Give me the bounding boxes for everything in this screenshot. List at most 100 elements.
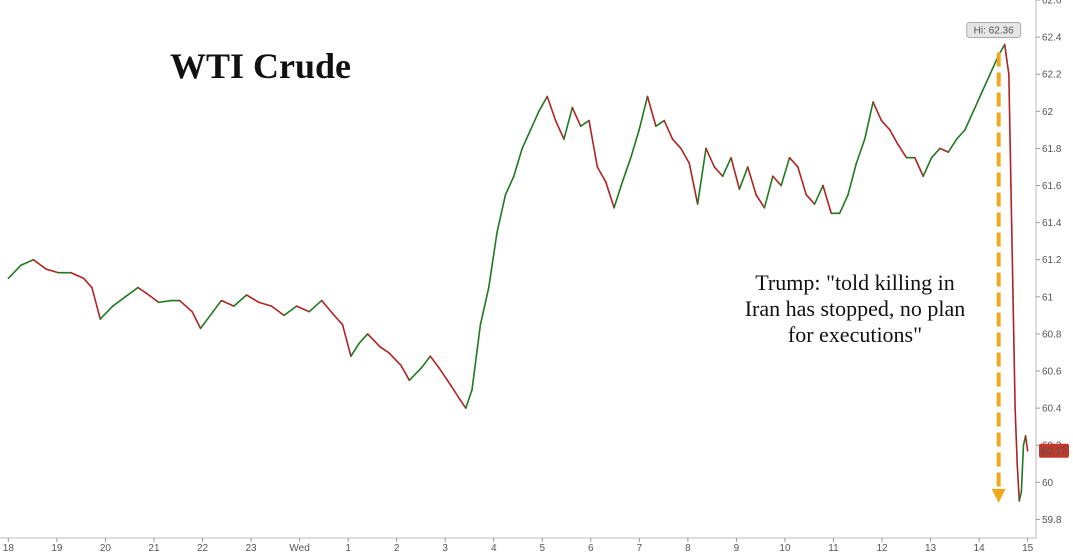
price-segment [655, 119, 666, 127]
price-segment [258, 301, 273, 307]
price-segment [379, 346, 390, 354]
x-tick-label: 13 [925, 543, 937, 554]
price-segment [746, 166, 757, 196]
price-segment [82, 277, 93, 289]
x-tick-label: 11 [828, 543, 839, 554]
last-value-label: 60.17 [1041, 446, 1066, 457]
x-tick-label: 22 [197, 543, 209, 554]
price-segment [880, 119, 891, 131]
price-segment [111, 296, 127, 307]
price-segment [696, 147, 707, 205]
x-tick-label: 4 [491, 543, 497, 554]
last-value-badge [1039, 443, 1069, 458]
price-segment [487, 231, 498, 289]
price-segment [579, 119, 590, 127]
price-segment [930, 147, 941, 159]
price-segment [788, 156, 799, 168]
price-segment [504, 175, 515, 196]
x-tick-label: 20 [100, 543, 112, 554]
price-segment [178, 299, 193, 313]
price-segment [458, 398, 467, 409]
price-segment [613, 181, 624, 209]
price-segment [99, 305, 114, 320]
price-segment [1014, 407, 1019, 465]
y-tick-label: 61.8 [1042, 144, 1062, 155]
y-tick-label: 61.4 [1042, 218, 1062, 229]
price-segment [847, 162, 858, 196]
price-segment [680, 147, 691, 165]
price-segment [713, 166, 724, 178]
price-segment [350, 342, 361, 357]
price-segment [529, 110, 540, 131]
price-segment [283, 305, 298, 317]
price-segment [1012, 296, 1016, 409]
y-tick-label: 61.6 [1042, 181, 1062, 192]
price-segment [805, 193, 816, 205]
price-segment [145, 292, 160, 304]
price-segment [7, 264, 22, 280]
x-tick-label: 23 [245, 543, 257, 554]
price-segment [191, 310, 202, 330]
price-segment [270, 305, 285, 317]
price-segment [437, 366, 452, 387]
price-segment [813, 184, 824, 205]
price-segment [705, 147, 716, 168]
price-segment [212, 299, 223, 313]
price-segment [914, 156, 925, 178]
price-segment [341, 323, 352, 357]
price-segment [588, 119, 599, 168]
x-tick-label: Wed [289, 543, 309, 554]
price-segment [563, 106, 574, 140]
price-segment [980, 73, 991, 94]
price-segment [233, 294, 248, 307]
price-segment [479, 286, 490, 326]
annotation-line: Trump: "told killing in [755, 270, 954, 295]
price-segment [838, 193, 849, 215]
price-segment [429, 355, 440, 369]
price-segment [124, 286, 139, 298]
price-segment [333, 314, 344, 326]
price-segment [471, 323, 482, 391]
price-segment [408, 366, 423, 382]
price-segment [888, 129, 899, 146]
price-segment [450, 385, 461, 400]
price-segment [45, 268, 60, 274]
chart-title: WTI Crude [170, 46, 351, 86]
y-tick-label: 61 [1042, 292, 1054, 303]
price-segment [1024, 435, 1029, 452]
price-segment [70, 271, 85, 280]
price-segment [199, 310, 214, 330]
price-segment [571, 106, 582, 127]
y-tick-label: 60 [1042, 478, 1054, 489]
price-segment [320, 299, 335, 317]
price-segment [855, 138, 866, 165]
chart-overlays: Hi: 62.36 60.17 [966, 22, 1069, 503]
price-segment [964, 110, 975, 131]
x-tick-label: 10 [779, 543, 791, 554]
price-segment [671, 138, 682, 150]
annotation-line: for executions" [788, 322, 922, 347]
price-segment [863, 101, 874, 140]
price-segment [688, 162, 699, 205]
price-segment [596, 166, 607, 183]
price-segment [400, 364, 411, 382]
price-segment [358, 333, 369, 345]
price-segment [738, 166, 749, 191]
price-segment [797, 166, 808, 196]
price-segment [421, 355, 432, 369]
y-tick-label: 59.8 [1042, 515, 1062, 526]
price-segment [922, 156, 933, 178]
price-segment [947, 138, 958, 153]
price-segment [308, 299, 323, 313]
price-segment [955, 129, 966, 140]
price-segment [245, 294, 260, 304]
price-segment [1008, 73, 1012, 187]
y-axis: 59.86060.260.460.660.86161.261.461.661.8… [1035, 0, 1062, 538]
price-segment [496, 193, 507, 233]
price-segment [20, 258, 35, 267]
x-tick-label: 7 [637, 543, 643, 554]
y-tick-label: 60.8 [1042, 329, 1062, 340]
x-tick-label: 8 [685, 543, 691, 554]
